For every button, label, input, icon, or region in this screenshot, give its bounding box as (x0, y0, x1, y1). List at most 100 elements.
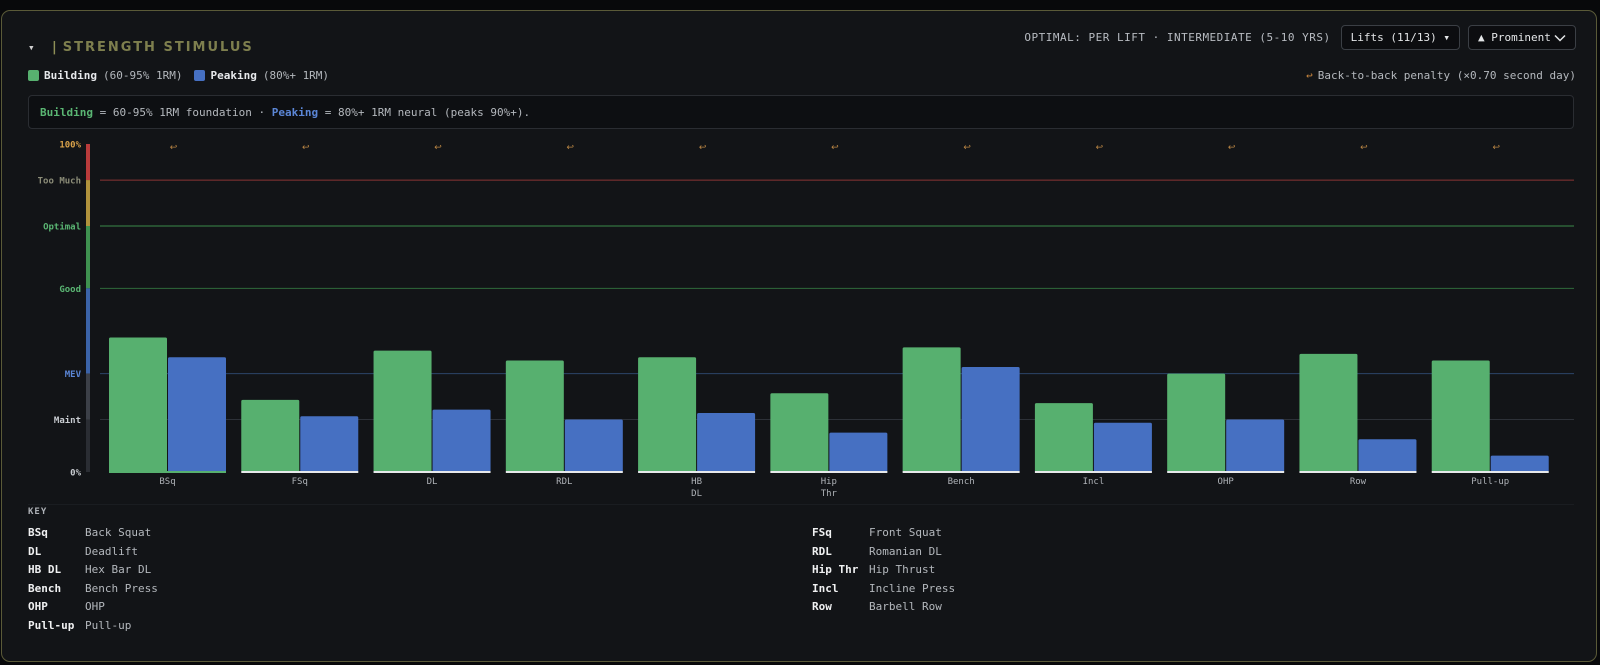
legend-building-desc: (60-95% 1RM) (102, 69, 183, 82)
key-item: BSq Back Squat (28, 526, 151, 539)
peaking-swatch (194, 70, 206, 81)
return-arrow-icon: ↩ (1306, 69, 1313, 82)
key-abbr: Hip Thr (812, 563, 859, 576)
zone-high (86, 180, 90, 226)
bar-baseline (902, 471, 1020, 473)
penalty-marker: ↩ (567, 143, 575, 153)
bar-group[interactable] (109, 337, 226, 473)
building-bar[interactable] (1431, 360, 1490, 472)
bar-group[interactable] (1167, 373, 1285, 473)
bar-group[interactable] (505, 360, 623, 473)
zone-maint (86, 419, 90, 472)
bar-group[interactable] (241, 399, 359, 473)
building-bar[interactable] (373, 350, 432, 472)
key-full-name: Romanian DL (869, 544, 942, 558)
abbreviation-key: KEY BSq Back Squat FSq Front Squat DL Deadlif… (28, 507, 1128, 632)
building-bar[interactable] (505, 360, 564, 472)
y-axis-label: 100% (59, 141, 81, 151)
bar-baseline (638, 471, 756, 473)
bar-group[interactable] (373, 350, 491, 473)
bar-baseline (505, 471, 623, 473)
info-peaking: Peaking (271, 105, 319, 119)
building-swatch (28, 70, 39, 81)
key-abbr: BSq (28, 526, 48, 539)
key-item: DL Deadlift (28, 545, 138, 558)
key-abbr: DL (28, 544, 42, 558)
peaking-bar[interactable] (564, 419, 623, 472)
building-bar[interactable] (109, 337, 167, 472)
peaking-bar[interactable] (697, 412, 756, 472)
bar-group[interactable] (1034, 403, 1152, 473)
key-full-name: Front Squat (869, 526, 942, 539)
x-axis-label: Incl (1083, 477, 1105, 487)
key-abbr: Pull-up (28, 618, 75, 632)
peaking-bar[interactable] (961, 367, 1020, 472)
bar-baseline (1034, 471, 1152, 473)
key-full-name: Deadlift (85, 544, 138, 558)
y-axis-label: Too Much (38, 177, 81, 187)
y-axis-label: MEV (65, 370, 82, 380)
prominence-select-label: ▲ Prominent (1478, 31, 1551, 44)
key-full-name: Hex Bar DL (85, 563, 152, 576)
bar-group[interactable] (638, 357, 756, 473)
penalty-marker: ↩ (1492, 143, 1500, 153)
penalty-marker: ↩ (831, 143, 839, 153)
building-bar[interactable] (1167, 373, 1226, 472)
building-bar[interactable] (1034, 403, 1093, 472)
peaking-bar[interactable] (829, 432, 888, 472)
key-abbr: Bench (28, 581, 62, 595)
x-axis-label: Row (1350, 477, 1367, 487)
peaking-bar[interactable] (300, 416, 359, 472)
peaking-bar[interactable] (1226, 419, 1285, 472)
building-bar[interactable] (638, 357, 697, 472)
peaking-bar[interactable] (1093, 422, 1152, 472)
bar-group[interactable] (1431, 360, 1549, 473)
bar-baseline (1167, 471, 1285, 473)
legend-item-building: Building (60-95% 1RM) (28, 69, 182, 82)
bar-baseline (770, 471, 888, 473)
bar-baseline (373, 471, 491, 473)
x-axis-label: FSq (292, 477, 308, 487)
building-bar[interactable] (241, 399, 300, 472)
peaking-bar[interactable] (168, 357, 226, 472)
penalty-marker: ↩ (1360, 143, 1368, 153)
key-full-name: Back Squat (85, 526, 152, 539)
key-abbr: RDL (812, 544, 832, 558)
key-full-name: Incline Press (869, 581, 956, 595)
bar-baseline (1299, 471, 1417, 473)
peaking-bar[interactable] (1490, 455, 1549, 472)
y-axis-label: Optimal (43, 222, 81, 233)
bar-baseline (1431, 471, 1549, 473)
prominence-select[interactable]: ▲ Prominent (1468, 25, 1576, 50)
penalty-marker: ↩ (1228, 143, 1236, 153)
header-controls: OPTIMAL: PER LIFT · INTERMEDIATE (5-10 Y… (1024, 25, 1576, 50)
info-building: Building (40, 105, 93, 119)
key-abbr: Row (812, 600, 832, 613)
building-bar[interactable] (770, 393, 829, 472)
key-full-name: Hip Thrust (869, 563, 936, 576)
panel-header: ▾ | STRENGTH STIMULUS (28, 33, 254, 61)
bar-group[interactable] (770, 393, 888, 473)
legend-peaking-desc: (80%+ 1RM) (262, 69, 330, 82)
bar-group[interactable] (1299, 353, 1417, 473)
info-peaking-text: = 80%+ 1RM neural (peaks 90%+). (318, 105, 531, 119)
x-axis-label: OHP (1218, 477, 1235, 487)
key-full-name: Bench Press (85, 581, 158, 595)
key-item: FSq Front Squat (812, 526, 942, 539)
key-item: RDL Romanian DL (812, 545, 942, 558)
penalty-marker: ↩ (699, 143, 707, 153)
bar-group[interactable] (902, 347, 1020, 473)
peaking-bar[interactable] (1358, 439, 1417, 472)
collapse-toggle-icon[interactable]: ▾ (28, 40, 35, 54)
building-bar[interactable] (902, 347, 961, 472)
x-axis-label: Bench (948, 477, 975, 487)
x-axis-label: Pull-up (1471, 477, 1509, 487)
key-item: Bench Bench Press (28, 582, 158, 595)
building-bar[interactable] (1299, 353, 1358, 472)
penalty-marker: ↩ (302, 143, 310, 153)
lifts-filter-button[interactable]: Lifts (11/13) ▾ (1340, 25, 1460, 50)
key-item: Pull-up Pull-up (28, 619, 131, 632)
peaking-bar[interactable] (432, 409, 491, 472)
penalty-marker: ↩ (434, 143, 442, 153)
legend-item-peaking: Peaking (80%+ 1RM) (194, 69, 329, 82)
